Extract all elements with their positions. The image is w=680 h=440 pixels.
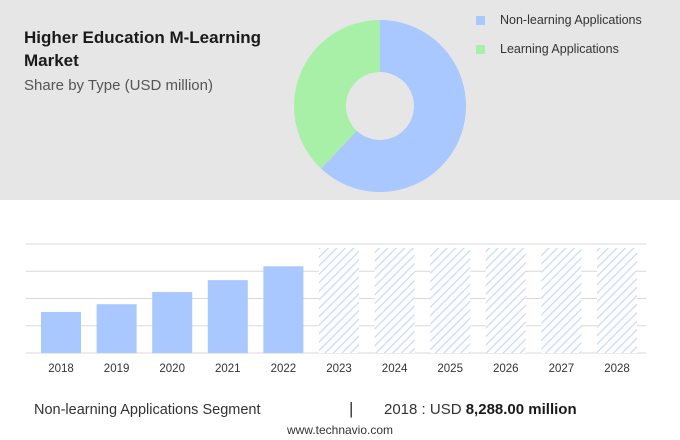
bar-2025 [430,247,471,353]
chart-subtitle: Share by Type (USD million) [24,77,213,94]
x-tick-label-2027: 2027 [549,363,575,375]
footer-separator: | [349,399,354,418]
x-tick-label-2024: 2024 [382,363,408,375]
footer-segment-label: Non-learning Applications Segment [34,402,261,418]
x-tick-label-2023: 2023 [326,363,352,375]
x-tick-label-2018: 2018 [48,363,74,375]
x-tick-label-2028: 2028 [604,363,630,375]
x-tick-label-2025: 2025 [437,363,463,375]
footer-value-amount: 8,288.00 million [465,401,577,418]
legend-item-non-learning: Non-learning Applications [476,14,676,27]
chart-title: Higher Education M-Learning Market [24,28,262,70]
x-tick-label-2021: 2021 [215,363,241,375]
bar-2024 [374,247,415,353]
legend-label-non-learning: Non-learning Applications [500,13,642,27]
x-tick-label-2026: 2026 [493,363,519,375]
donut-slice-non-learning [321,20,466,192]
bar-2020 [152,292,193,353]
bar-chart: 2018 2019 2020 2021 2022 2023 2024 2025 2026 2027… [26,243,646,375]
legend-swatch-non-learning [476,16,485,25]
legend-label-learning: Learning Applications [500,42,619,56]
donut-chart [294,20,466,192]
x-tick-label-2019: 2019 [104,363,130,375]
bar-2018 [41,311,81,353]
bar-2023 [319,247,359,353]
bar-2022 [263,266,304,353]
bar-2019 [96,304,137,353]
source-link[interactable]: www.technavio.com [286,423,394,437]
bar-2026 [485,247,526,353]
legend-swatch-learning [476,45,485,54]
x-tick-label-2022: 2022 [271,363,297,375]
footer-year-label: 2018 : USD [384,401,466,418]
footer-value: 2018 : USD 8,288.00 million [384,401,577,418]
bar-2027 [541,247,582,353]
legend: Non-learning Applications Learning Appli… [476,14,676,56]
legend-item-learning: Learning Applications [476,43,676,56]
x-tick-label-2020: 2020 [159,363,185,375]
bar-2028 [597,247,637,353]
donut-slice-learning [294,20,380,169]
bar-2021 [207,280,248,353]
